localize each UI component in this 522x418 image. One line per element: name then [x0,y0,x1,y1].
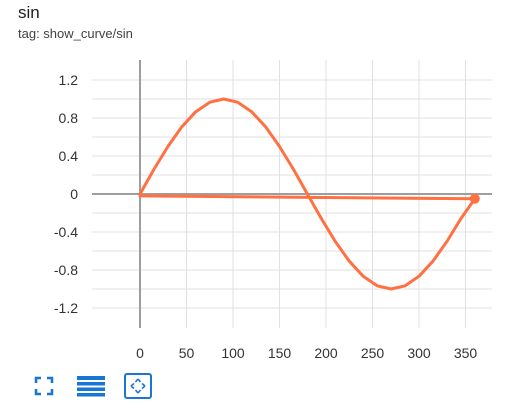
chart-tag: tag: show_curve/sin [18,26,133,41]
highlight-point [469,193,480,204]
y-tick-label: -1.2 [54,300,78,316]
tick-labels: -1.2 -0.8 -0.4 0 0.4 0.8 1.2 0 50 100 150 200 250 300… [54,72,478,360]
y-tick-label: 0.4 [59,148,79,164]
x-tick-label: 0 [136,345,144,360]
fullscreen-button[interactable] [28,372,60,400]
toggle-log-scale-button[interactable] [75,372,107,400]
chart-toolbar [28,372,154,400]
chart-title: sin [18,3,40,22]
y-tick-label: 1.2 [59,72,79,88]
series-line [138,97,477,291]
x-tick-label: 50 [179,345,195,360]
fullscreen-icon [34,376,54,396]
y-tick-label: -0.4 [54,224,78,240]
toggle-log-scale-icon [77,376,105,397]
y-tick-label: 0.8 [59,110,79,126]
x-tick-label: 350 [454,345,478,360]
y-tick-label: -0.8 [54,262,78,278]
x-tick-label: 250 [361,345,385,360]
fit-domain-icon [124,373,152,399]
fit-domain-button[interactable] [122,372,154,400]
series-layer [138,97,480,291]
x-tick-label: 100 [221,345,245,360]
x-tick-label: 300 [407,345,431,360]
axes [92,60,492,328]
x-tick-label: 200 [314,345,338,360]
line-chart: -1.2 -0.8 -0.4 0 0.4 0.8 1.2 0 50 100 150 200 250 300… [54,60,492,360]
y-tick-label: 0 [70,186,78,202]
x-tick-label: 150 [268,345,292,360]
